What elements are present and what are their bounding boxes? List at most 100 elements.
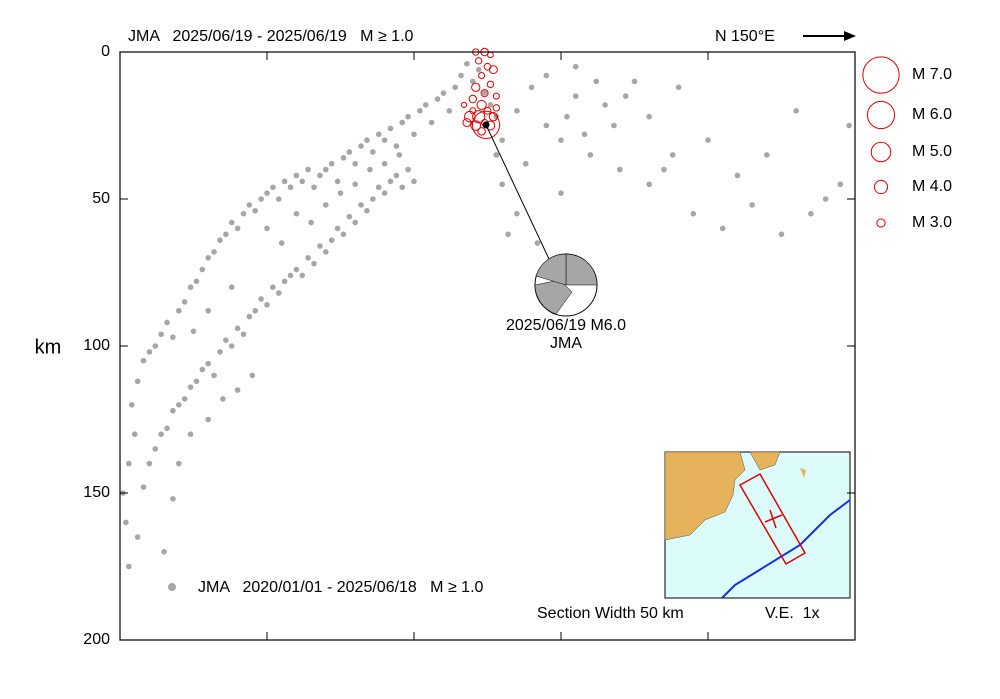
event-dot [352,181,359,188]
event-circle [471,110,501,140]
event-dot [543,122,550,129]
size-legend-label: M 5.0 [912,143,952,160]
event-dot [181,396,188,402]
event-dot [228,284,235,291]
event-dot [228,343,235,349]
event-circle [469,107,477,115]
size-legend-label: M 4.0 [912,178,952,195]
event-dot [223,337,229,343]
event-dot [470,78,476,85]
event-dot [514,210,520,217]
annotation-text: 2025/06/19 M6.0 [506,317,626,334]
event-dot [134,378,141,385]
size-legend-circle [873,179,889,195]
event-dot [205,360,211,367]
event-dot [328,237,335,243]
event-dot [558,190,564,196]
size-legend-circle [876,218,886,228]
event-dot [275,290,282,296]
header: JMA 2025/06/19 - 2025/06/19 M ≥ 1.0 [128,28,414,45]
event-dot [211,372,217,379]
event-circle [472,110,486,124]
event-dot [170,407,176,414]
event-dot [164,319,170,326]
event-dot [199,266,206,273]
event-dot [358,202,364,208]
event-dot [669,152,676,158]
event-dot [764,152,770,158]
event-dot [719,225,726,232]
event-dot [514,108,520,114]
event-dot [417,108,423,114]
event-dot [176,402,182,408]
event-dot [317,243,323,249]
event-dot [252,307,259,314]
event-dot [152,343,159,349]
event-dot [287,272,294,279]
event-dot [381,160,388,167]
event-circle [474,57,483,65]
event-circle [486,80,495,89]
y-tick-label: 0 [101,43,110,60]
event-dot [187,284,194,291]
event-circle [488,112,499,122]
event-dot [375,131,382,138]
event-dot [270,284,276,291]
event-dot [228,219,235,226]
event-dot [593,78,600,85]
event-circle [470,120,482,131]
direction-label: N 150°E [715,28,775,45]
event-dot [193,378,200,385]
event-dot [293,210,300,217]
event-circle [492,104,501,112]
event-dot [305,166,311,173]
event-dot [293,172,300,179]
event-dot [299,272,306,279]
plot-area [120,47,852,570]
event-dot [481,90,488,96]
event-dot [334,178,341,185]
event-dot [581,131,588,138]
event-dot [193,278,200,285]
event-dot [393,143,400,149]
event-dot [564,113,570,120]
event-dot [534,240,541,246]
event-dot [317,172,323,179]
y-tick-label: 200 [83,631,110,648]
event-dot [367,166,373,173]
event-dot [223,231,229,238]
event-dot [258,196,264,202]
event-dot [176,460,182,467]
size-legend-circle [866,100,896,130]
event-dot [146,349,153,355]
event-dot [364,137,370,143]
legend-label: JMA 2020/01/01 - 2025/06/18 M ≥ 1.0 [198,579,484,596]
event-dot [205,254,211,261]
event-dot [131,431,138,438]
event-dot [387,125,394,132]
event-dot [346,149,353,155]
event-dot [211,249,217,255]
event-dot [399,184,406,191]
event-dot [646,181,652,188]
event-dot [587,152,594,158]
event-dot [387,178,394,185]
event-dot [220,396,226,402]
event-dot [128,402,135,408]
event-dot [475,66,482,73]
event-dot [572,93,579,99]
event-dot [334,225,341,232]
event-dot [381,190,388,196]
event-dot [452,84,458,91]
event-dot [405,113,411,120]
leader-line [485,124,550,260]
event-dot [487,102,494,108]
event-dot [281,278,288,285]
event-dot [264,225,270,232]
event-dot [123,519,129,526]
event-dot [134,534,141,540]
event-dot [572,63,579,70]
event-dot [405,166,411,173]
event-dot [749,202,755,208]
event-dot [422,102,429,108]
